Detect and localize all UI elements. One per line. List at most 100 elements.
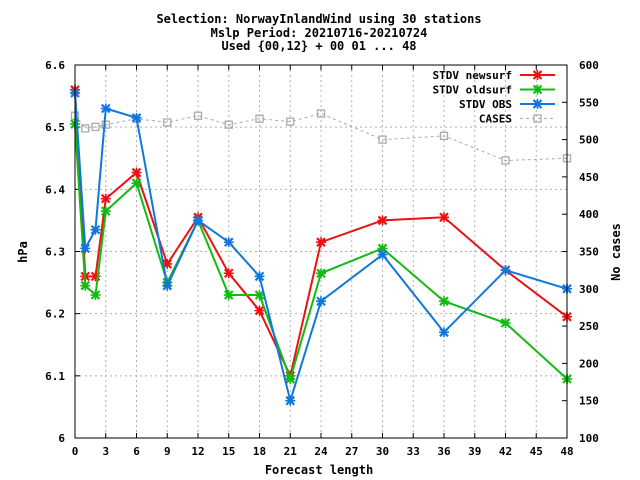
data-point-stdv-obs — [439, 327, 449, 338]
data-point-stdv-obs — [377, 249, 388, 260]
legend-label-stdv-oldsurf: STDV oldsurf — [433, 84, 512, 97]
y2-tick-label: 500 — [579, 134, 599, 147]
data-point-cases — [316, 109, 326, 118]
y2-tick-label: 400 — [579, 208, 599, 221]
y-tick-label: 6.5 — [45, 121, 65, 134]
data-point-cases — [91, 122, 100, 132]
data-point-stdv-newsurf — [439, 212, 449, 223]
y2-tick-label: 250 — [579, 320, 599, 333]
data-point-cases — [501, 156, 510, 165]
data-point-cases — [224, 120, 233, 129]
data-point-stdv-oldsurf — [439, 296, 449, 307]
data-point-cases — [286, 117, 295, 126]
data-point-stdv-obs — [254, 271, 265, 282]
data-point-cases — [255, 114, 264, 123]
data-point-cases — [163, 118, 172, 127]
chart-title: Selection: NorwayInlandWind using 30 sta… — [156, 12, 481, 53]
data-point-stdv-oldsurf — [285, 373, 296, 384]
data-point-stdv-oldsurf — [500, 317, 511, 328]
data-point-stdv-oldsurf — [254, 290, 265, 301]
y2-tick-label: 200 — [579, 357, 599, 370]
x-tick-label: 24 — [314, 445, 328, 458]
data-point-cases — [81, 124, 90, 133]
data-point-stdv-newsurf — [316, 237, 326, 248]
data-point-stdv-obs — [285, 395, 296, 406]
legend-label-cases: CASES — [479, 113, 512, 126]
y2-axis-label: No cases — [609, 223, 623, 281]
x-axis-label: Forecast length — [265, 463, 373, 477]
series-layer — [70, 84, 572, 406]
series-stdv-obs — [70, 87, 572, 406]
data-point-stdv-newsurf — [131, 167, 142, 178]
data-point-cases — [378, 135, 387, 144]
data-point-stdv-obs — [100, 103, 111, 114]
y-tick-label: 6.4 — [45, 183, 65, 196]
x-tick-label: 48 — [560, 445, 573, 458]
y2-tick-label: 450 — [579, 171, 599, 184]
data-point-stdv-newsurf — [377, 215, 388, 226]
data-point-stdv-obs — [316, 296, 326, 307]
x-tick-label: 45 — [530, 445, 543, 458]
data-point-stdv-oldsurf — [80, 280, 91, 291]
series-stdv-oldsurf — [70, 119, 572, 384]
x-tick-label: 39 — [468, 445, 481, 458]
x-tick-label: 27 — [345, 445, 358, 458]
y2-tick-label: 150 — [579, 395, 599, 408]
data-point-stdv-obs — [90, 224, 101, 235]
y-tick-label: 6.6 — [45, 59, 65, 72]
data-point-stdv-oldsurf — [316, 268, 326, 279]
legend-label-stdv-newsurf: STDV newsurf — [433, 69, 512, 82]
data-point-cases — [193, 111, 203, 120]
x-tick-label: 9 — [164, 445, 171, 458]
legend-marker-stdv-newsurf — [532, 70, 543, 80]
y-tick-label: 6.1 — [45, 370, 65, 383]
data-point-cases — [439, 131, 449, 141]
x-tick-label: 33 — [407, 445, 420, 458]
y-tick-label: 6.3 — [45, 246, 65, 259]
y-axis-label: hPa — [16, 241, 30, 263]
x-tick-label: 21 — [284, 445, 298, 458]
title-line-1: Selection: NorwayInlandWind using 30 sta… — [156, 12, 481, 26]
data-point-stdv-oldsurf — [223, 290, 234, 301]
y2-tick-label: 600 — [579, 59, 599, 72]
axes: 0 3 6 9 12 15 18 21 24 27 30 33 36 39 42 45 4866.16.26.3… — [45, 59, 599, 458]
legend-marker-stdv-obs — [532, 99, 543, 109]
data-point-stdv-newsurf — [223, 268, 234, 279]
title-line-2: Mslp Period: 20210716-20210724 — [211, 26, 428, 40]
plot-frame — [74, 64, 568, 439]
x-tick-label: 6 — [133, 445, 140, 458]
y2-tick-label: 550 — [579, 96, 599, 109]
data-point-stdv-oldsurf — [90, 290, 101, 301]
data-point-stdv-oldsurf — [131, 178, 142, 189]
data-point-stdv-obs — [500, 265, 511, 276]
series-cases — [70, 109, 572, 165]
x-tick-label: 15 — [222, 445, 235, 458]
data-point-cases — [101, 120, 110, 129]
x-tick-label: 36 — [437, 445, 451, 458]
data-point-stdv-obs — [80, 243, 91, 254]
y2-tick-label: 350 — [579, 246, 599, 259]
data-point-stdv-obs — [162, 280, 173, 291]
x-tick-label: 0 — [72, 445, 79, 458]
x-tick-label: 30 — [376, 445, 389, 458]
y-tick-label: 6 — [58, 432, 65, 445]
data-point-stdv-obs — [193, 215, 203, 226]
y-tick-label: 6.2 — [45, 308, 65, 321]
x-tick-label: 42 — [499, 445, 512, 458]
data-point-stdv-newsurf — [100, 193, 111, 204]
x-tick-label: 18 — [253, 445, 266, 458]
legend-marker-stdv-oldsurf — [532, 84, 543, 95]
x-tick-label: 12 — [191, 445, 204, 458]
y2-tick-label: 300 — [579, 283, 599, 296]
x-tick-label: 3 — [102, 445, 109, 458]
y2-tick-label: 100 — [579, 432, 599, 445]
data-point-stdv-obs — [223, 237, 234, 248]
legend-label-stdv-obs: STDV OBS — [459, 98, 512, 111]
data-point-stdv-newsurf — [254, 305, 265, 316]
data-point-stdv-obs — [131, 112, 142, 123]
data-point-stdv-oldsurf — [100, 206, 111, 217]
legend-marker-cases — [533, 114, 542, 123]
title-line-3: Used {00,12} + 00 01 ... 48 — [221, 39, 416, 53]
